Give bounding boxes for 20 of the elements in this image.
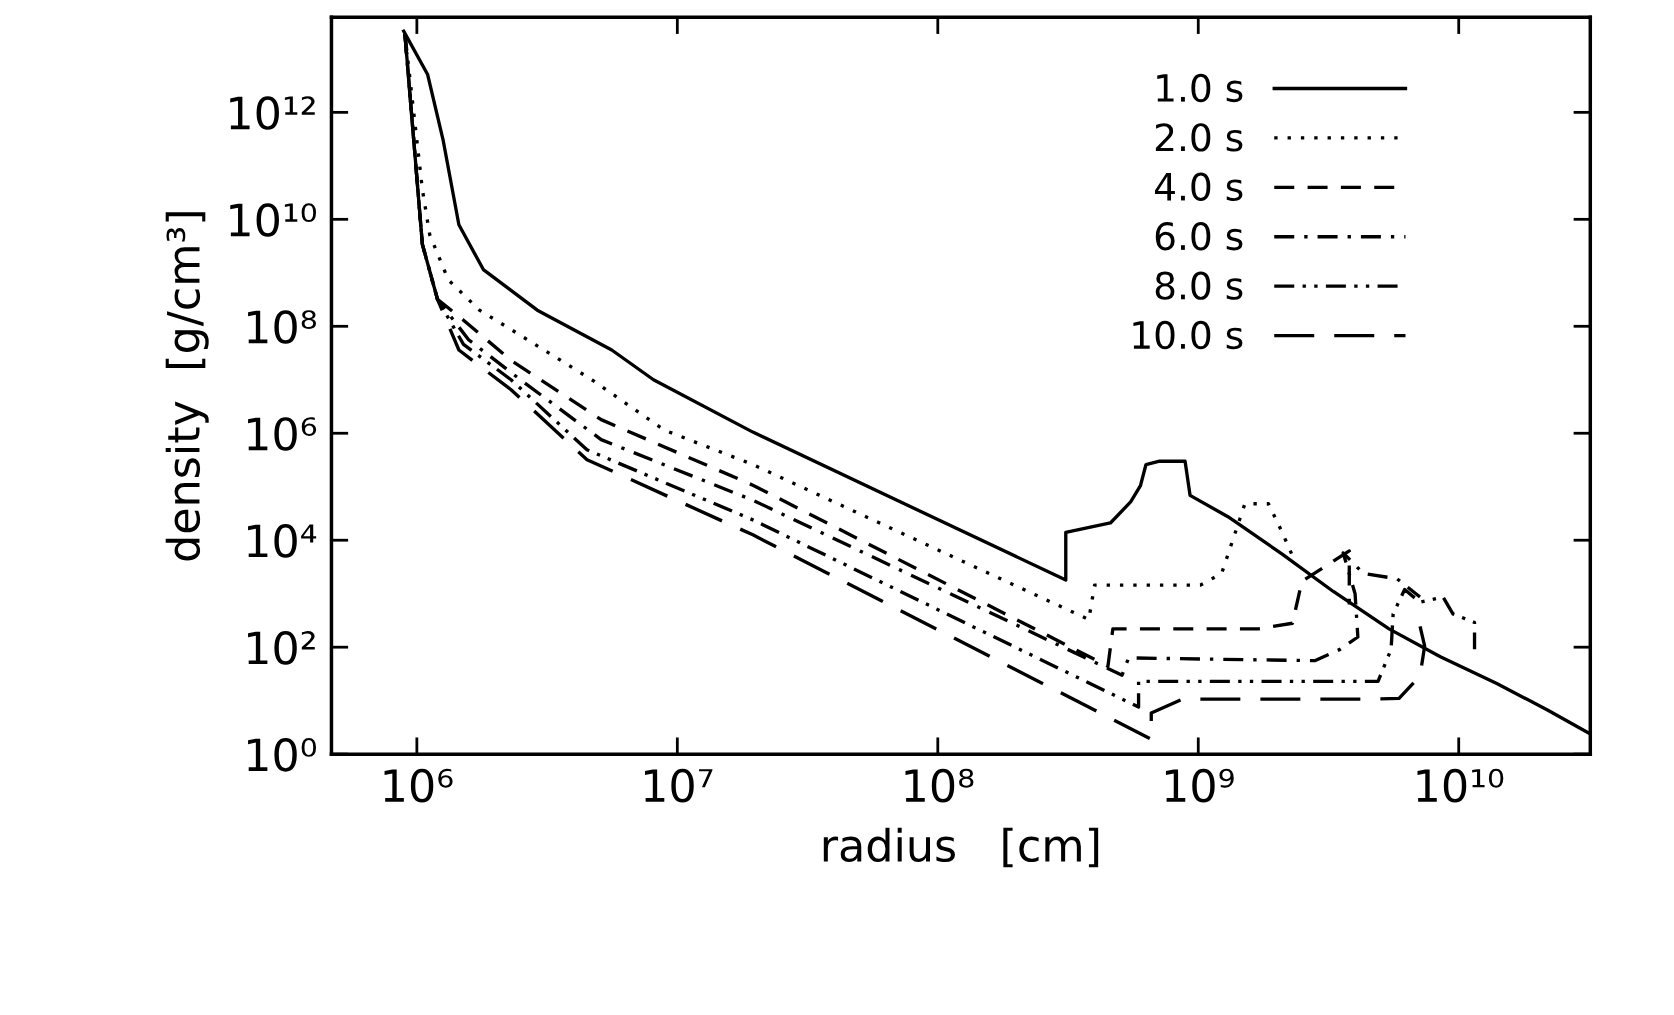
x-axis-title: radius [cm] bbox=[823, 827, 1099, 868]
y-tick-label: 10⁶ bbox=[248, 417, 317, 451]
legend-label: 4.0 s bbox=[1154, 172, 1243, 201]
x-tick-label: 10⁶ bbox=[384, 768, 453, 803]
legend-label: 10.0 s bbox=[1133, 320, 1243, 350]
y-tick-label: 10⁰ bbox=[248, 738, 317, 772]
x-tick-label: 10⁹ bbox=[1165, 768, 1234, 803]
legend-label: 2.0 s bbox=[1155, 123, 1243, 152]
y-tick-label: 10⁴ bbox=[248, 524, 317, 558]
y-tick-label: 10² bbox=[248, 631, 315, 665]
legend-label: 8.0 s bbox=[1155, 271, 1243, 300]
x-tick-label: 10¹⁰ bbox=[1417, 768, 1504, 803]
legend-label: 6.0 s bbox=[1155, 222, 1243, 251]
y-tick-label: 10¹⁰ bbox=[230, 203, 317, 237]
y-tick-label: 10⁸ bbox=[248, 310, 316, 344]
legend-label: 1.0 s bbox=[1157, 73, 1243, 103]
y-axis-title: density [g/cm³] bbox=[165, 212, 209, 561]
x-tick-label: 10⁷ bbox=[645, 768, 713, 803]
x-tick-label: 10⁸ bbox=[905, 768, 974, 803]
y-tick-label: 10¹² bbox=[230, 96, 315, 130]
